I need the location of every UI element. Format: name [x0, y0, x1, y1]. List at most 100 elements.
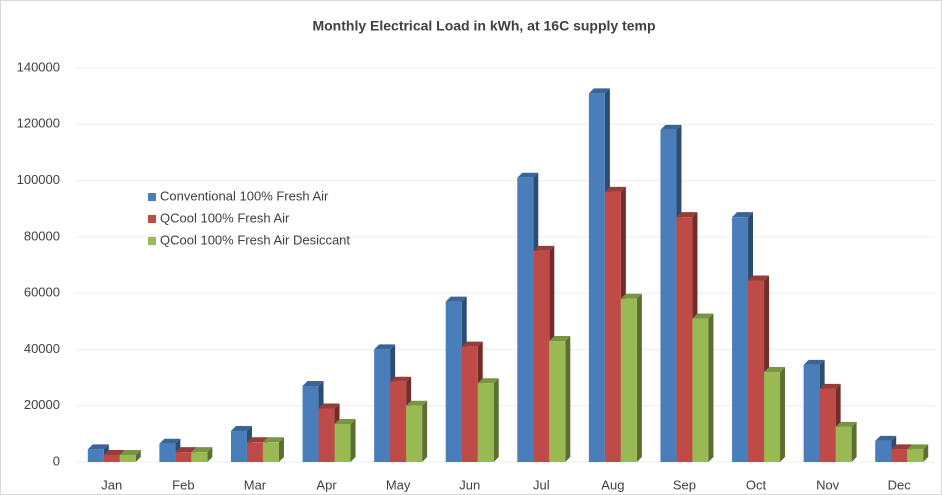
y-tick-label: 60000: [24, 285, 60, 300]
bar: [87, 449, 104, 462]
x-tick-label: Dec: [888, 477, 912, 492]
bar-side: [135, 449, 141, 462]
x-tick-label: Jul: [533, 477, 550, 492]
bar: [103, 454, 120, 462]
bar: [246, 442, 263, 462]
bar-top: [764, 366, 786, 372]
bar: [302, 386, 319, 462]
bar-top: [461, 341, 483, 347]
bar-top: [907, 444, 929, 450]
bar: [262, 442, 279, 462]
bar-top: [159, 438, 181, 444]
y-tick-label: 140000: [17, 59, 60, 74]
bar-top: [445, 296, 467, 302]
bar-top: [891, 444, 913, 450]
chart-title: Monthly Electrical Load in kWh, at 16C s…: [312, 18, 655, 34]
bar-top: [262, 437, 284, 443]
bar-top: [87, 444, 109, 450]
bar: [692, 318, 709, 462]
x-tick-label: Apr: [316, 477, 337, 492]
y-tick-label: 20000: [24, 397, 60, 412]
bar: [660, 129, 677, 462]
y-tick-label: 40000: [24, 341, 60, 356]
bar: [803, 364, 820, 462]
y-tick-label: 80000: [24, 228, 60, 243]
legend-label: QCool 100% Fresh Air Desiccant: [160, 232, 350, 247]
bar-top: [692, 313, 714, 319]
bar-top: [620, 293, 642, 299]
bar: [907, 449, 924, 462]
bar-side: [422, 400, 428, 462]
bar: [732, 217, 749, 462]
bar-top: [302, 381, 324, 387]
bar-top: [230, 426, 252, 432]
bar-side: [636, 293, 642, 462]
bar-top: [246, 437, 268, 443]
bar-top: [103, 449, 125, 455]
legend-swatch: [148, 237, 156, 245]
bar-top: [732, 212, 754, 218]
bar: [676, 217, 693, 462]
bar-top: [604, 186, 626, 192]
bar-top: [334, 419, 356, 425]
bar-top: [318, 403, 340, 409]
bar-top: [406, 400, 428, 406]
bar: [819, 388, 836, 462]
bar-side: [207, 447, 213, 462]
x-tick-label: Jun: [459, 477, 480, 492]
bar-side: [780, 366, 786, 462]
bar-side: [923, 444, 929, 462]
x-tick-label: Mar: [244, 477, 267, 492]
bar-side: [708, 313, 714, 462]
x-tick-label: Aug: [601, 477, 624, 492]
bar-top: [517, 172, 539, 178]
bar-side: [278, 437, 284, 462]
x-tick-label: Sep: [673, 477, 696, 492]
bar-top: [803, 359, 825, 365]
y-tick-label: 120000: [17, 116, 60, 131]
bar-top: [533, 245, 555, 251]
bar: [390, 381, 407, 462]
bar: [191, 452, 208, 462]
bar: [549, 340, 566, 462]
bar-top: [390, 376, 412, 382]
legend-label: QCool 100% Fresh Air: [160, 210, 290, 225]
x-tick-label: Jan: [101, 477, 122, 492]
bar: [517, 177, 534, 462]
y-tick-label: 0: [53, 453, 60, 468]
bar: [175, 452, 192, 462]
bar-top: [119, 449, 141, 455]
bar: [604, 191, 621, 463]
bar: [891, 449, 908, 462]
bar: [620, 298, 637, 462]
bar-top: [676, 212, 698, 218]
bar: [461, 346, 478, 462]
bar: [588, 93, 605, 462]
bar: [875, 440, 892, 462]
bar-top: [191, 447, 213, 453]
bar: [748, 280, 765, 462]
legend-swatch: [148, 193, 156, 201]
bar: [334, 424, 351, 462]
bar-top: [175, 447, 197, 453]
bar-top: [819, 383, 841, 389]
bar: [764, 371, 781, 462]
x-tick-label: May: [386, 477, 411, 492]
bar: [159, 443, 176, 462]
bar: [533, 250, 550, 462]
bar: [445, 301, 462, 462]
bar-top: [477, 378, 499, 384]
bar: [119, 454, 136, 462]
bar-top: [875, 435, 897, 441]
x-tick-label: Feb: [172, 477, 194, 492]
bar-top: [588, 88, 610, 94]
bar: [835, 426, 852, 462]
bar-top: [835, 421, 857, 427]
bar-side: [350, 419, 356, 462]
bar: [477, 383, 494, 462]
bar: [230, 431, 247, 462]
bar-top: [748, 275, 770, 281]
bar-top: [549, 335, 571, 341]
bar: [406, 405, 423, 462]
bar-side: [565, 335, 571, 462]
